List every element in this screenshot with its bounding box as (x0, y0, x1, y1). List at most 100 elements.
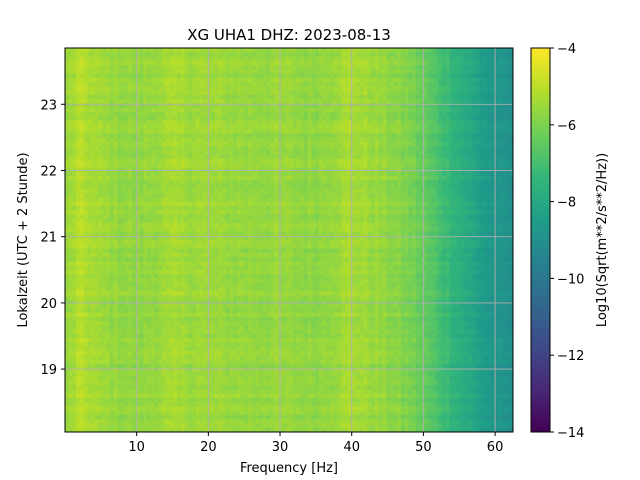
heatmap-cell (326, 94, 331, 100)
heatmap-cell (483, 116, 488, 122)
heatmap-cell (486, 154, 492, 160)
heatmap-cell (255, 69, 260, 75)
heatmap-cell (345, 201, 350, 207)
heatmap-cell (188, 210, 193, 215)
heatmap-cell (121, 218, 126, 224)
heatmap-cell (139, 65, 144, 70)
heatmap-cell (322, 94, 327, 100)
heatmap-cell (266, 82, 271, 87)
heatmap-cell (218, 129, 223, 134)
heatmap-cell (352, 56, 357, 62)
heatmap-cell (326, 107, 331, 113)
heatmap-cell (333, 158, 339, 164)
heatmap-cell (65, 180, 70, 186)
heatmap-cell (206, 163, 212, 169)
heatmap-cell (415, 90, 421, 96)
heatmap-cell (337, 52, 342, 58)
heatmap-cell (117, 103, 122, 109)
heatmap-cell (363, 73, 368, 79)
heatmap-cell (251, 201, 256, 207)
heatmap-cell (389, 73, 395, 79)
heatmap-cell (464, 60, 469, 66)
heatmap-cell (150, 103, 156, 109)
heatmap-cell (296, 146, 301, 151)
heatmap-cell (65, 218, 70, 224)
heatmap-cell (475, 103, 480, 109)
heatmap-cell (135, 90, 141, 96)
heatmap-cell (501, 103, 507, 109)
heatmap-cell (374, 171, 380, 177)
heatmap-cell (378, 163, 383, 169)
heatmap-cell (509, 180, 513, 186)
heatmap-cell (359, 154, 365, 160)
heatmap-cell (367, 218, 372, 224)
heatmap-cell (240, 99, 245, 105)
heatmap-cell (326, 205, 331, 211)
heatmap-cell (505, 137, 510, 143)
heatmap-cell (154, 163, 159, 169)
heatmap-cell (311, 171, 316, 177)
heatmap-cell (247, 99, 253, 105)
heatmap-cell (229, 180, 234, 186)
heatmap-cell (199, 124, 204, 130)
heatmap-cell (173, 210, 178, 215)
heatmap-cell (117, 124, 122, 130)
heatmap-cell (371, 124, 376, 130)
heatmap-cell (498, 56, 503, 62)
heatmap-cell (135, 112, 141, 117)
heatmap-cell (259, 99, 264, 105)
heatmap-cell (259, 193, 264, 198)
heatmap-cell (434, 193, 439, 198)
heatmap-cell (389, 180, 395, 186)
heatmap-cell (285, 65, 290, 70)
heatmap-cell (483, 188, 488, 194)
heatmap-cell (199, 90, 204, 96)
heatmap-cell (106, 52, 111, 58)
heatmap-cell (109, 77, 115, 83)
heatmap-cell (326, 56, 331, 62)
heatmap-cell (218, 90, 223, 96)
heatmap-cell (236, 107, 242, 113)
heatmap-cell (255, 180, 260, 186)
heatmap-cell (408, 218, 413, 224)
heatmap-cell (199, 218, 204, 224)
heatmap-cell (322, 218, 327, 224)
heatmap-cell (457, 218, 462, 224)
heatmap-cell (188, 107, 193, 113)
heatmap-cell (262, 141, 268, 147)
heatmap-cell (91, 129, 96, 134)
heatmap-cell (393, 90, 398, 96)
heatmap-cell (464, 214, 469, 220)
heatmap-cell (501, 60, 507, 66)
heatmap-cell (109, 146, 115, 151)
heatmap-cell (225, 129, 230, 134)
heatmap-cell (404, 129, 410, 134)
heatmap-cell (475, 65, 480, 70)
heatmap-cell (460, 163, 466, 169)
heatmap-cell (68, 167, 74, 173)
heatmap-cell (501, 141, 507, 147)
heatmap-cell (147, 120, 152, 126)
heatmap-cell (337, 180, 342, 186)
heatmap-cell (389, 201, 395, 207)
heatmap-cell (318, 218, 324, 224)
heatmap-cell (266, 52, 271, 58)
heatmap-cell (98, 205, 103, 211)
heatmap-cell (348, 56, 354, 62)
heatmap-cell (203, 193, 208, 198)
heatmap-cell (177, 222, 182, 228)
heatmap-cell (165, 137, 171, 143)
heatmap-cell (210, 180, 215, 186)
heatmap-cell (315, 124, 320, 130)
heatmap-cell (404, 158, 410, 164)
heatmap-cell (501, 65, 507, 70)
heatmap-cell (371, 86, 376, 92)
heatmap-cell (296, 65, 301, 70)
heatmap-cell (236, 188, 242, 194)
heatmap-cell (475, 124, 480, 130)
heatmap-cell (177, 112, 182, 117)
heatmap-cell (121, 120, 126, 126)
heatmap-cell (109, 180, 115, 186)
heatmap-cell (505, 184, 510, 190)
heatmap-cell (509, 133, 513, 139)
